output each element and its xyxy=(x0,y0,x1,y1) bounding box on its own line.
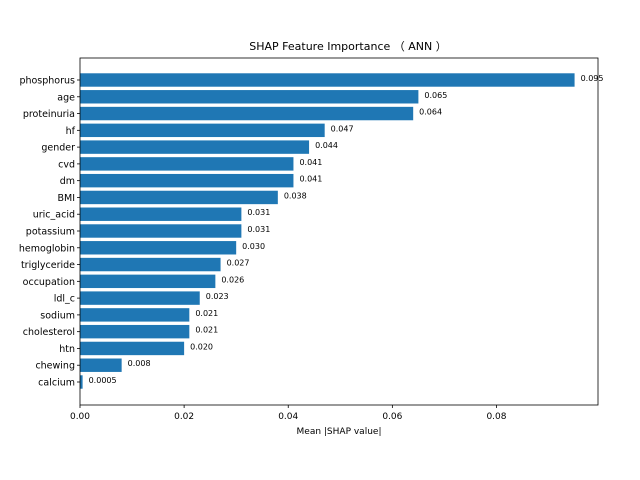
value-label-triglyceride: 0.027 xyxy=(227,259,250,268)
bar-ldl_c xyxy=(80,291,200,305)
x-axis-label: Mean |SHAP value| xyxy=(297,427,382,437)
category-label-phosphorus: phosphorus xyxy=(19,76,75,87)
category-label-age: age xyxy=(57,92,75,103)
bar-cvd xyxy=(80,157,294,171)
bar-potassium xyxy=(80,224,242,238)
category-label-uric_acid: uric_acid xyxy=(33,210,75,221)
value-labels: 0.095 0.065 0.064 0.047 0.044 0.041 0.041 0.038… xyxy=(89,74,604,385)
x-axis-ticks: 0.00 0.02 0.04 0.06 0.08 xyxy=(70,405,507,422)
bar-proteinuria xyxy=(80,106,414,121)
x-tick-label: 0.04 xyxy=(278,412,298,422)
category-label-BMI: BMI xyxy=(57,193,75,204)
bar-BMI xyxy=(80,190,278,205)
x-tick-label: 0.00 xyxy=(70,412,90,422)
category-labels: phosphorus age proteinuria hf gender cvd dm BMI… xyxy=(19,76,80,389)
category-label-chewing: chewing xyxy=(35,361,75,372)
bar-dm xyxy=(80,173,294,188)
value-label-cvd: 0.041 xyxy=(299,158,322,167)
x-tick-label: 0.08 xyxy=(486,412,506,422)
bar-htn xyxy=(80,341,185,356)
bar-hemoglobin xyxy=(80,241,237,255)
chart-title: SHAP Feature Importance （ ANN ） xyxy=(249,40,446,53)
category-label-dm: dm xyxy=(60,176,75,187)
bar-gender xyxy=(80,140,310,154)
bar-age xyxy=(80,90,419,104)
bar-calcium xyxy=(80,375,83,389)
value-label-hemoglobin: 0.030 xyxy=(242,242,265,251)
category-label-gender: gender xyxy=(41,143,75,154)
bar-hf xyxy=(80,123,325,138)
plot-frame xyxy=(79,57,599,406)
category-label-potassium: potassium xyxy=(26,227,75,238)
category-label-cvd: cvd xyxy=(58,159,75,170)
bar-chewing xyxy=(80,358,122,372)
category-label-triglyceride: triglyceride xyxy=(21,260,75,271)
bar-phosphorus xyxy=(80,73,575,87)
value-label-proteinuria: 0.064 xyxy=(419,108,442,117)
value-label-occupation: 0.026 xyxy=(221,275,244,284)
category-label-occupation: occupation xyxy=(23,277,75,288)
value-label-uric_acid: 0.031 xyxy=(247,208,270,217)
x-tick-label: 0.02 xyxy=(174,412,194,422)
value-label-sodium: 0.021 xyxy=(195,309,218,318)
bar-uric_acid xyxy=(80,207,242,221)
category-label-hf: hf xyxy=(66,126,76,137)
category-label-sodium: sodium xyxy=(40,310,75,321)
bar-occupation xyxy=(80,274,216,289)
category-label-cholesterol: cholesterol xyxy=(23,327,75,338)
bars-group xyxy=(80,73,575,389)
value-label-dm: 0.041 xyxy=(299,175,322,184)
category-label-htn: htn xyxy=(59,344,75,355)
category-label-proteinuria: proteinuria xyxy=(23,109,75,120)
value-label-phosphorus: 0.095 xyxy=(581,74,604,83)
value-label-age: 0.065 xyxy=(424,91,447,100)
value-label-chewing: 0.008 xyxy=(128,359,151,368)
bar-cholesterol xyxy=(80,324,190,339)
bar-triglyceride xyxy=(80,257,221,272)
value-label-cholesterol: 0.021 xyxy=(195,326,218,335)
value-label-BMI: 0.038 xyxy=(284,191,307,200)
value-label-calcium: 0.0005 xyxy=(89,376,117,385)
value-label-potassium: 0.031 xyxy=(247,225,270,234)
category-label-hemoglobin: hemoglobin xyxy=(19,243,75,254)
category-label-ldl_c: ldl_c xyxy=(54,294,75,305)
value-label-gender: 0.044 xyxy=(315,141,338,150)
bar-sodium xyxy=(80,308,190,322)
category-label-calcium: calcium xyxy=(38,378,75,389)
value-label-hf: 0.047 xyxy=(331,124,354,133)
value-label-htn: 0.020 xyxy=(190,342,213,351)
x-tick-label: 0.06 xyxy=(382,412,402,422)
value-label-ldl_c: 0.023 xyxy=(206,292,229,301)
